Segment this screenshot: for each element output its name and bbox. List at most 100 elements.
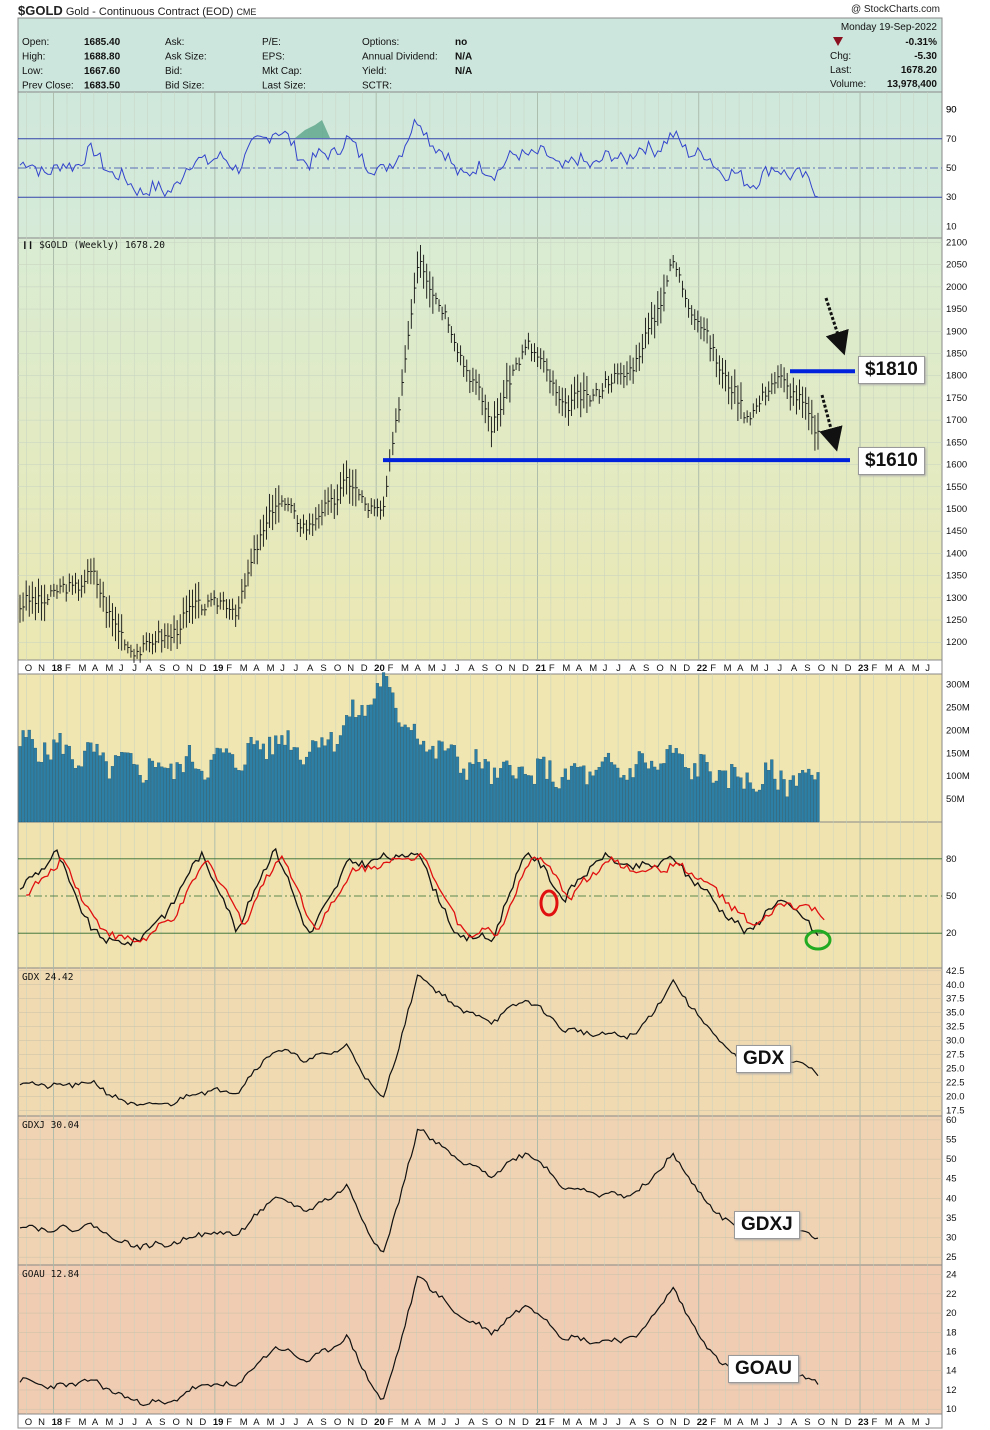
volume-bar <box>86 742 90 823</box>
x-tick-label: J <box>455 1417 460 1428</box>
volume-bar <box>683 767 688 823</box>
x-tick-label: O <box>25 663 32 674</box>
stochastic-panel-background <box>17 821 943 969</box>
volume-bar <box>147 758 151 823</box>
x-tick-label: O <box>656 663 663 674</box>
gdxj-panel-background <box>17 1115 943 1266</box>
x-tick-label: N <box>670 1417 677 1428</box>
volume-bar <box>197 769 201 823</box>
x-tick-label: 21 <box>535 663 546 674</box>
volume-bar <box>474 749 478 823</box>
volume-bar <box>237 770 241 823</box>
x-tick-label: D <box>683 663 690 674</box>
goau-tick-label: 24 <box>946 1270 957 1281</box>
volume-bar <box>123 752 127 823</box>
x-tick-label: M <box>78 1417 86 1428</box>
rsi-tick-label: 90 <box>946 105 957 116</box>
volume-bar <box>166 768 170 823</box>
x-tick-label: 23 <box>858 1417 869 1428</box>
x-tick-label: J <box>441 1417 446 1428</box>
quote-key: P/E: <box>262 37 281 48</box>
price-tick-label: 1350 <box>946 571 967 582</box>
volume-bar <box>24 737 28 823</box>
volume-bar <box>27 729 31 823</box>
volume-bar <box>326 739 330 823</box>
price-tick-label: 1400 <box>946 548 967 559</box>
volume-bar <box>539 759 543 823</box>
volume-bar <box>489 784 493 823</box>
x-tick-label: J <box>455 663 460 674</box>
volume-bar <box>573 763 577 823</box>
x-tick-label: J <box>925 663 930 674</box>
volume-bar <box>810 774 814 823</box>
volume-bar <box>113 755 118 823</box>
gdxj-price-line <box>19 1128 819 1253</box>
volume-bar <box>455 756 460 823</box>
volume-bar <box>779 770 783 823</box>
volume-bar <box>760 784 765 823</box>
volume-bar <box>696 776 700 823</box>
down-triangle-icon <box>833 37 843 46</box>
volume-bar <box>194 768 198 823</box>
x-tick-label: N <box>509 1417 516 1428</box>
quote-key: Annual Dividend: <box>362 52 438 63</box>
gdx-tick-label: 25.0 <box>946 1064 965 1075</box>
volume-bar <box>600 761 604 823</box>
gdx-tick-label: 40.0 <box>946 980 965 991</box>
gdx-price-line <box>19 974 819 1107</box>
volume-bar <box>462 768 466 823</box>
x-tick-label: S <box>320 663 326 674</box>
volume-bar <box>662 763 666 823</box>
x-tick-label: M <box>267 663 275 674</box>
volume-bar <box>720 770 725 823</box>
volume-bar <box>138 775 142 823</box>
volume-bar <box>212 754 216 823</box>
rsi-tick-label: 90 <box>946 105 957 116</box>
x-tick-label: A <box>468 663 475 674</box>
volume-bar <box>425 751 429 823</box>
quote-key: Ask Size: <box>165 52 207 63</box>
green-circle-annotation <box>804 929 832 951</box>
x-tick-label: D <box>199 663 206 674</box>
volume-bar <box>526 775 530 823</box>
x-tick-label: J <box>603 663 608 674</box>
volume-bar <box>483 759 487 823</box>
volume-bar <box>49 759 53 823</box>
symbol-label: $GOLD <box>18 3 63 18</box>
x-tick-label: M <box>428 1417 436 1428</box>
volume-bar <box>739 777 743 823</box>
volume-bar <box>714 780 718 823</box>
volume-bar <box>320 737 324 823</box>
x-tick-label: 19 <box>213 663 224 674</box>
x-tick-label: S <box>320 1417 326 1428</box>
volume-bar <box>418 744 423 823</box>
quote-key: Low: <box>22 66 43 77</box>
volume-bar <box>157 762 161 823</box>
volume-bar <box>101 752 105 823</box>
volume-bar <box>117 756 121 823</box>
volume-bar <box>637 751 641 823</box>
volume-bar <box>406 727 410 823</box>
volume-bar <box>742 788 746 823</box>
x-tick-label: J <box>441 663 446 674</box>
quote-key: EPS: <box>262 52 285 63</box>
volume-bar <box>545 778 549 823</box>
x-tick-label: S <box>643 1417 649 1428</box>
gdx-panel-title: GDX 24.42 <box>22 972 73 983</box>
x-tick-label: D <box>361 663 368 674</box>
x-tick-label: J <box>119 663 124 674</box>
volume-bar <box>625 779 629 823</box>
x-tick-label: A <box>253 1417 260 1428</box>
volume-bar <box>736 776 740 823</box>
volume-bar <box>36 761 41 823</box>
volume-bar <box>141 782 145 823</box>
x-tick-label: J <box>925 1417 930 1428</box>
goau-panel-title: GOAU 12.84 <box>22 1269 79 1280</box>
quote-key: Ask: <box>165 37 184 48</box>
volume-bar <box>505 760 509 823</box>
volume-bar <box>508 765 512 823</box>
volume-bar <box>542 756 546 823</box>
volume-bar <box>252 744 256 823</box>
x-tick-label: N <box>831 663 838 674</box>
x-tick-label: S <box>482 663 488 674</box>
